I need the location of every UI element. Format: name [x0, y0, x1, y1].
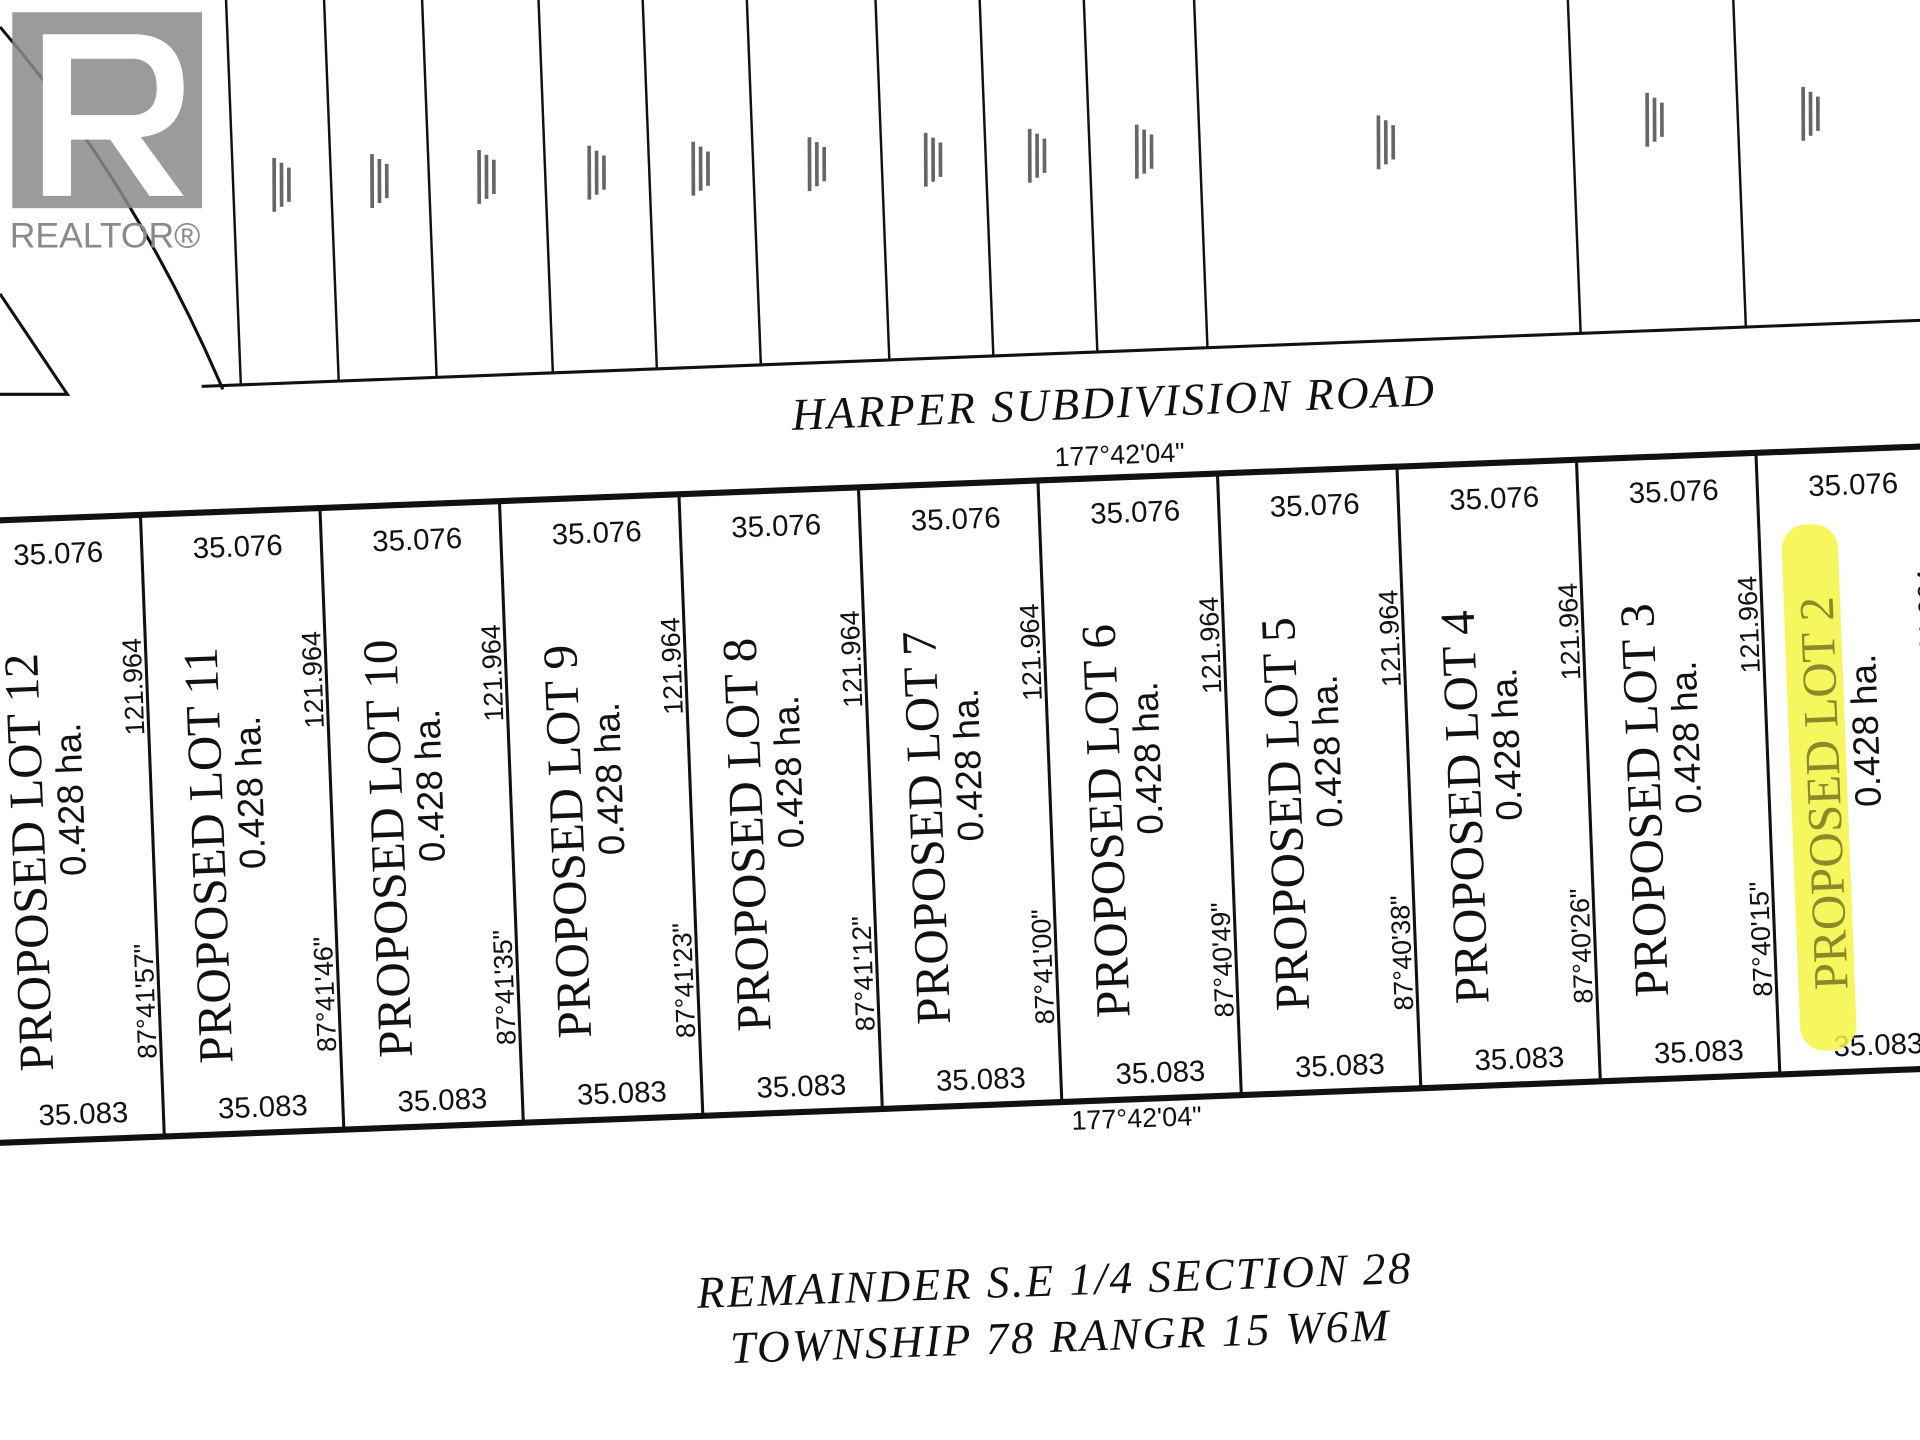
lot-front-dimension: 35.076 [1449, 481, 1540, 517]
lot-area: 0.428 ha. [406, 708, 453, 863]
parcel-divider [535, 0, 555, 373]
lot-front-dimension: 35.076 [1269, 487, 1360, 523]
parcel-divider [743, 0, 763, 365]
lot-divider [138, 514, 166, 1137]
lot-rear-dimension: 35.083 [756, 1068, 847, 1104]
lots-north-boundary [0, 440, 1920, 526]
lot-rear-dimension: 35.083 [1294, 1048, 1385, 1084]
lot-divider [856, 487, 884, 1109]
parcel-label-mark [587, 145, 606, 200]
lot-front-dimension: 35.076 [372, 522, 463, 558]
lot-divider [497, 501, 525, 1123]
lot-divider [1036, 480, 1064, 1103]
parcel-divider [1079, 0, 1099, 352]
lot-front-dimension: 35.076 [731, 508, 822, 544]
realtor-logo-text: REALTOR® [10, 215, 201, 255]
existing-parcels [201, 0, 1920, 388]
lot-front-dimension: 35.076 [192, 529, 283, 565]
lot-rear-dimension: 35.083 [38, 1096, 129, 1132]
lot-area: 0.428 ha. [1483, 667, 1530, 822]
lot-area: 0.428 ha. [586, 701, 633, 856]
road-name: HARPER SUBDIVISION ROAD [790, 365, 1437, 440]
realtor-r-icon [42, 34, 184, 196]
parcel-label-mark [923, 132, 943, 187]
parcel-label-mark [1027, 128, 1047, 183]
lot-divider [1395, 466, 1423, 1089]
parcel-divider [1562, 0, 1582, 334]
road-bearing-bottom: 177°42'04" [1071, 1101, 1202, 1136]
lot-depth: 121.964 [1912, 569, 1920, 667]
parcel-label-mark [1376, 115, 1396, 170]
lot-highlight [1781, 524, 1857, 1051]
lot-area: 0.428 ha. [765, 695, 812, 850]
lot-front-dimension: 35.076 [1090, 494, 1181, 530]
lot-rear-dimension: 35.083 [1115, 1055, 1206, 1091]
diagonal-boundary [0, 293, 71, 396]
parcel-divider [418, 0, 438, 378]
lot-rear-dimension: 35.083 [1474, 1041, 1565, 1077]
lot-area: 0.428 ha. [1842, 653, 1889, 808]
lot-rear-dimension: 35.083 [217, 1089, 308, 1125]
parcel-divider [320, 0, 340, 382]
parcel-label-mark [807, 137, 827, 192]
road-north-boundary [201, 316, 1920, 388]
parcel-label-mark [1134, 124, 1154, 179]
lot-area: 0.428 ha. [1663, 660, 1710, 815]
lot-rear-dimension: 35.083 [576, 1075, 667, 1111]
lot-front-dimension: 35.076 [1808, 467, 1899, 503]
parcel-divider [1728, 0, 1748, 328]
lot-divider [1574, 459, 1602, 1082]
lot-front-dimension: 35.076 [551, 515, 642, 551]
lot-area: 0.428 ha. [1304, 674, 1351, 829]
parcel-label-mark [477, 149, 496, 204]
lot-area: 0.428 ha. [227, 715, 274, 870]
lot-divider [1754, 452, 1782, 1075]
lot-divider [1215, 473, 1243, 1096]
parcel-divider [975, 0, 995, 356]
realtor-logo: REALTOR® [10, 12, 203, 255]
parcel-divider [871, 0, 891, 360]
parcel-divider [223, 0, 243, 385]
lot-rear-dimension: 35.083 [935, 1061, 1026, 1097]
parcel-label-mark [691, 141, 710, 196]
parcel-label-mark [272, 157, 291, 212]
parcel-divider [639, 0, 659, 369]
parcel-label-mark [370, 154, 389, 208]
parcel-label-mark [1645, 92, 1664, 147]
lot-divider [318, 507, 346, 1130]
lot-area: 0.428 ha. [1124, 681, 1171, 836]
lots-south-boundary [0, 1062, 1920, 1148]
road-bearing-top: 177°42'04" [1054, 437, 1185, 472]
lot-area: 0.428 ha. [945, 688, 992, 843]
lot-rear-dimension: 35.083 [1653, 1034, 1744, 1070]
lot-front-dimension: 35.076 [1628, 474, 1719, 510]
lot-front-dimension: 35.076 [910, 501, 1001, 537]
lot-divider [677, 494, 705, 1116]
parcel-label-mark [1801, 86, 1820, 141]
lot-front-dimension: 35.076 [13, 536, 104, 572]
lot-area: 0.428 ha. [47, 722, 94, 877]
parcel-divider [1189, 0, 1209, 348]
lot-rear-dimension: 35.083 [397, 1082, 488, 1118]
